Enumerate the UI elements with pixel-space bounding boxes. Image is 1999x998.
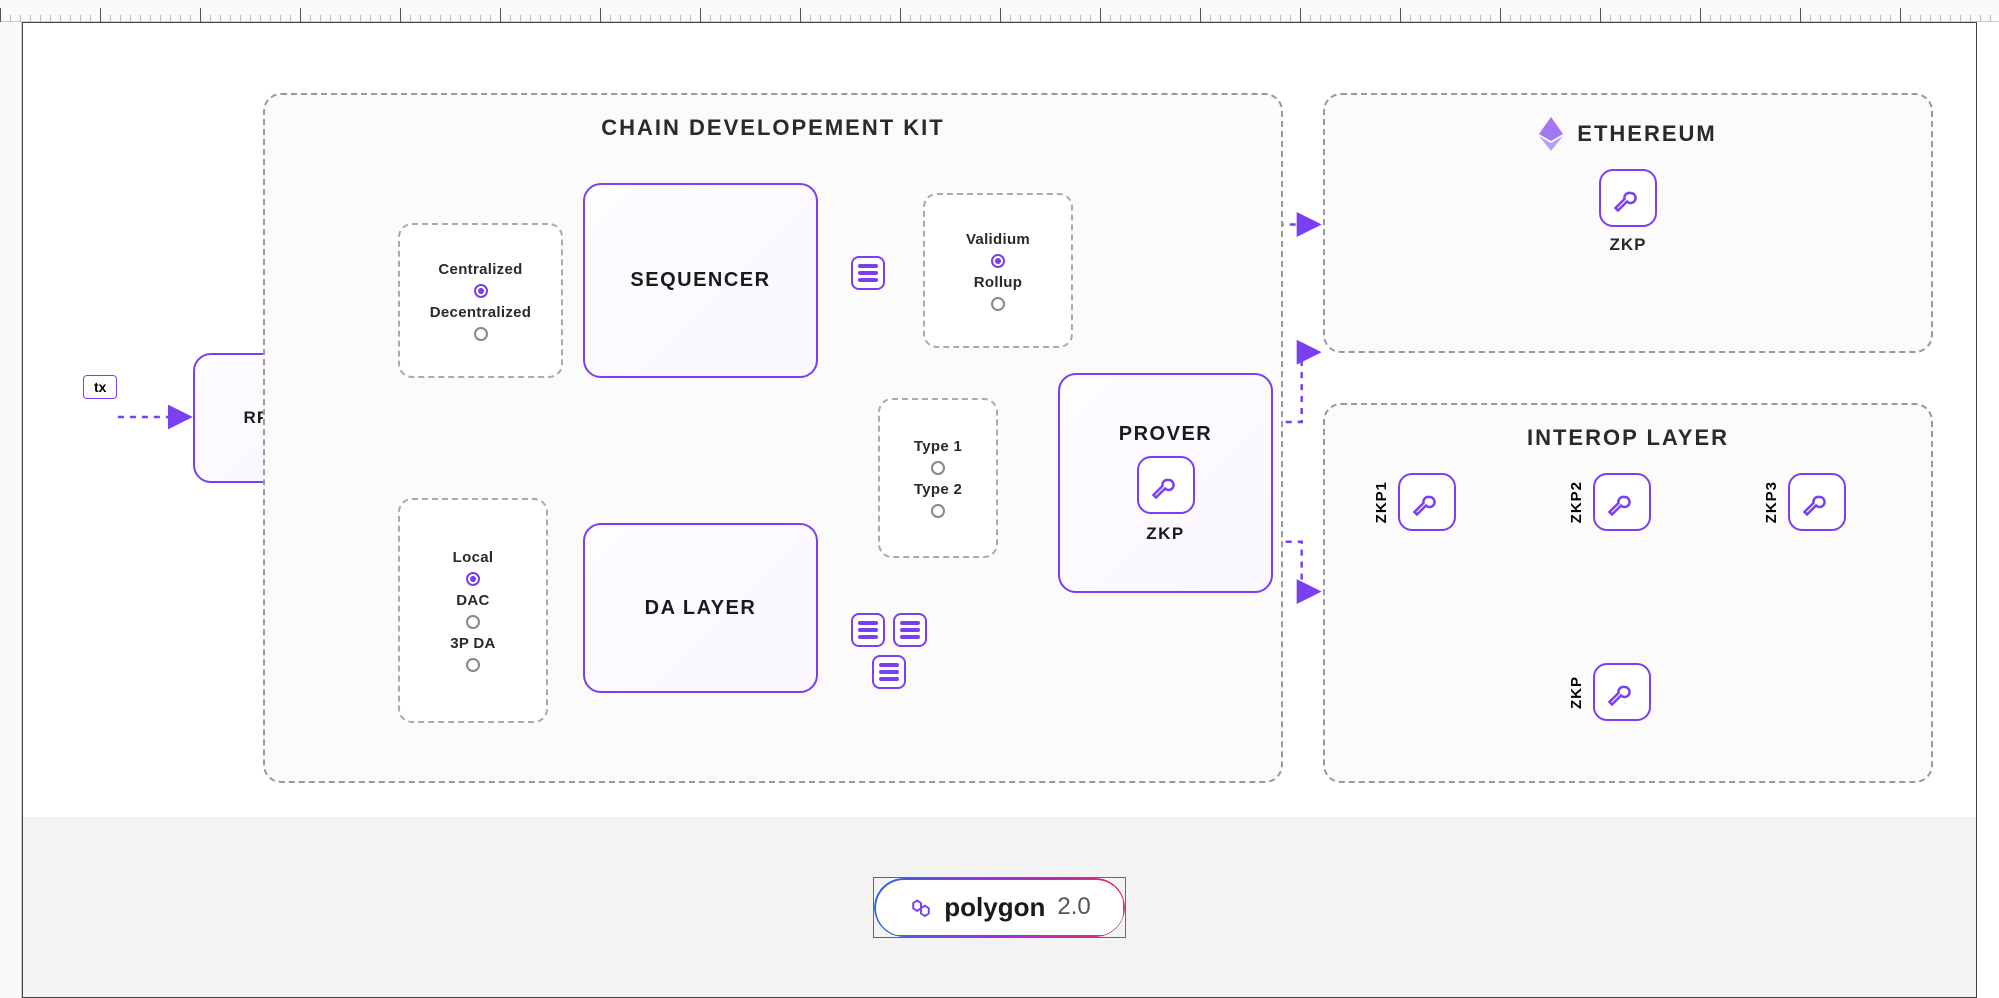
key-icon	[1412, 487, 1442, 517]
canvas-frame: tx RPC CHAIN DEVELOPEMENT KIT Centralize…	[22, 22, 1977, 998]
radio-icon	[931, 461, 945, 475]
radio-icon	[466, 658, 480, 672]
stack-icon	[851, 256, 885, 290]
key-icon-box	[1788, 473, 1846, 531]
type-opt-1: Type 1	[914, 438, 962, 455]
da-opt-3pda: 3P DA	[450, 635, 495, 652]
key-icon	[1607, 487, 1637, 517]
sequencer-options[interactable]: Centralized Decentralized	[398, 223, 563, 378]
diagram-area: tx RPC CHAIN DEVELOPEMENT KIT Centralize…	[23, 23, 1976, 817]
da-layer-box: DA LAYER	[583, 523, 818, 693]
radio-icon	[466, 615, 480, 629]
interop-zkp-agg: ZKP	[1568, 663, 1651, 721]
key-icon-box	[1593, 663, 1651, 721]
da-options[interactable]: Local DAC 3P DA	[398, 498, 548, 723]
radio-icon	[474, 327, 488, 341]
seq-opt-decentralized: Decentralized	[430, 304, 531, 321]
footer-bar: polygon 2.0	[23, 817, 1976, 997]
key-icon-box	[1599, 169, 1657, 227]
zkp2-label: ZKP2	[1568, 481, 1585, 523]
interop-zkp1: ZKP1	[1373, 473, 1456, 531]
ethereum-container: ETHEREUM ZKP	[1323, 93, 1933, 353]
ruler-left	[0, 22, 22, 998]
polygon-version: 2.0	[1057, 893, 1090, 921]
cdk-title: CHAIN DEVELOPEMENT KIT	[265, 115, 1281, 141]
radio-icon	[474, 284, 488, 298]
key-icon-box	[1593, 473, 1651, 531]
interop-container: INTEROP LAYER	[1323, 403, 1933, 783]
sequencer-title: SEQUENCER	[630, 269, 770, 292]
da-opt-dac: DAC	[456, 592, 489, 609]
zkp1-label: ZKP1	[1373, 481, 1390, 523]
ethereum-icon	[1539, 117, 1563, 151]
polygon-badge: polygon 2.0	[873, 877, 1125, 938]
key-icon	[1607, 677, 1637, 707]
polygon-brand: polygon	[944, 892, 1045, 923]
interop-zkp2: ZKP2	[1568, 473, 1651, 531]
type-opt-2: Type 2	[914, 481, 962, 498]
prover-title: PROVER	[1119, 423, 1212, 446]
sequencer-box: SEQUENCER	[583, 183, 818, 378]
zkp-agg-label: ZKP	[1568, 676, 1585, 709]
radio-icon	[991, 297, 1005, 311]
da-layer-title: DA LAYER	[645, 597, 757, 620]
mode-opt-rollup: Rollup	[974, 274, 1022, 291]
tx-badge: tx	[83, 375, 117, 399]
radio-icon	[991, 254, 1005, 268]
mode-options[interactable]: Validium Rollup	[923, 193, 1073, 348]
key-icon	[1613, 183, 1643, 213]
stack-icon	[872, 655, 906, 689]
interop-title: INTEROP LAYER	[1325, 425, 1931, 451]
zkp3-label: ZKP3	[1763, 481, 1780, 523]
key-icon-box	[1137, 456, 1195, 514]
seq-opt-centralized: Centralized	[438, 261, 522, 278]
polygon-logo-icon	[908, 894, 934, 920]
eth-zkp-label: ZKP	[1610, 235, 1647, 255]
ruler-top	[0, 0, 1999, 22]
radio-icon	[466, 572, 480, 586]
stack-icon	[851, 613, 885, 647]
radio-icon	[931, 504, 945, 518]
key-icon	[1802, 487, 1832, 517]
prover-box: PROVER ZKP	[1058, 373, 1273, 593]
stack-icon	[893, 613, 927, 647]
interop-zkp3: ZKP3	[1763, 473, 1846, 531]
mode-opt-validium: Validium	[966, 231, 1030, 248]
type-options[interactable]: Type 1 Type 2	[878, 398, 998, 558]
key-icon-box	[1398, 473, 1456, 531]
ethereum-title: ETHEREUM	[1577, 121, 1716, 147]
key-icon	[1151, 470, 1181, 500]
da-opt-local: Local	[453, 549, 494, 566]
prover-sub: ZKP	[1146, 524, 1185, 544]
tx-label: tx	[94, 379, 106, 395]
